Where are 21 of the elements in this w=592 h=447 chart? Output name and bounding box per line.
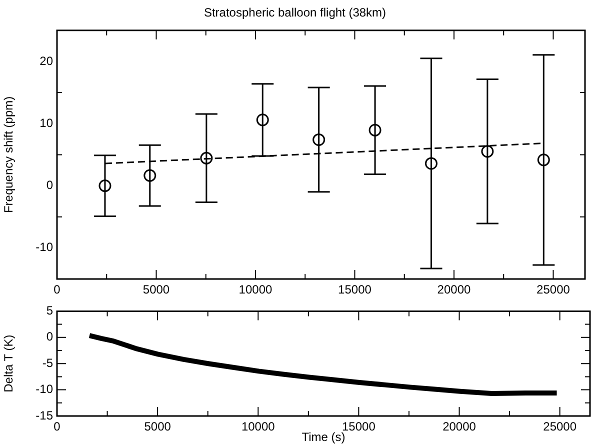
x-tick-label: 10000 — [241, 420, 276, 434]
x-tick-label: 15000 — [338, 282, 372, 297]
x-tick-label: 20000 — [437, 282, 471, 297]
x-tick-label: 5000 — [142, 282, 170, 297]
x-tick-label: 25000 — [543, 420, 577, 434]
x-tick-label: 25000 — [536, 282, 570, 297]
y-tick-label: 20 — [40, 54, 54, 68]
y-tick-label: 10 — [40, 116, 54, 130]
y-tick-label: 0 — [46, 330, 54, 344]
y-tick-label: -5 — [42, 356, 54, 370]
y-axis-title: Delta T (K) — [2, 334, 16, 392]
y-tick-label: -10 — [36, 240, 54, 254]
x-tick-label: 10000 — [238, 282, 273, 297]
y-tick-label: -10 — [36, 382, 54, 396]
y-axis-title: Frequency shift (ppm) — [2, 96, 16, 214]
y-tick-label: 0 — [46, 178, 54, 192]
y-tick-label: -15 — [36, 408, 54, 422]
x-tick-label: 20000 — [442, 420, 476, 434]
x-tick-label: 5000 — [144, 420, 172, 434]
chart-title: Stratospheric balloon flight (38km) — [204, 6, 386, 20]
y-tick-label: 5 — [46, 304, 54, 318]
